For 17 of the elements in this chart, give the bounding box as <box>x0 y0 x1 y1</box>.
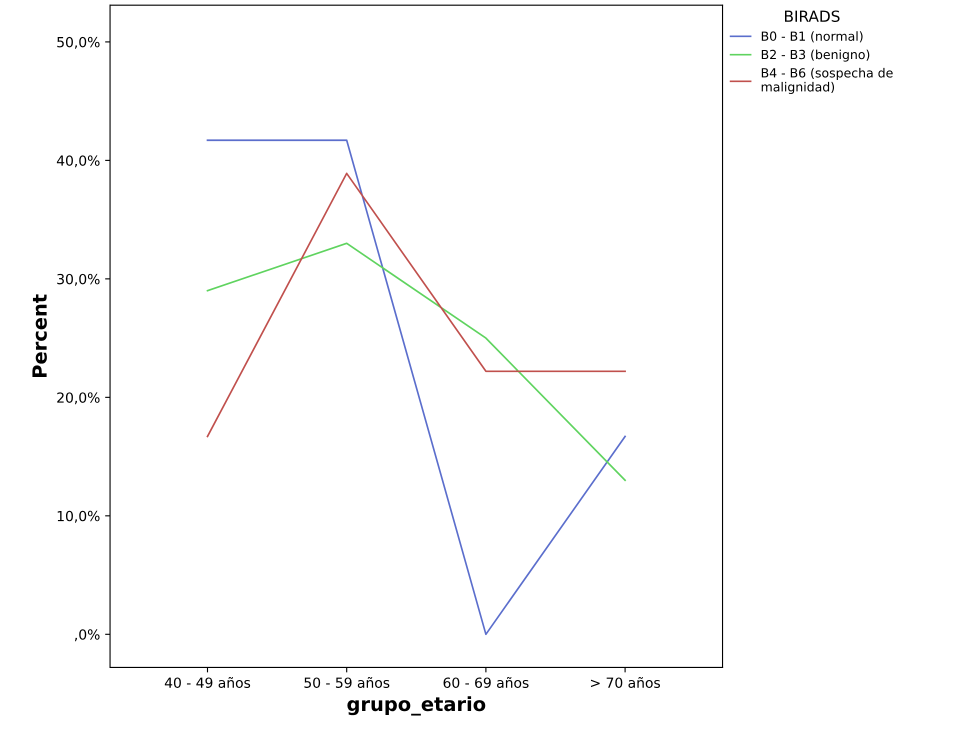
legend-label: B4 - B6 (sospecha de malignidad) <box>762 68 893 94</box>
y-tick-label: 40,0% <box>56 155 100 168</box>
x-tick-label: 40 - 49 años <box>164 676 250 688</box>
y-tick-label: 50,0% <box>57 36 100 49</box>
x-tick-label: > 70 años <box>590 676 660 688</box>
legend-title: BIRADS <box>785 10 840 22</box>
x-axis-title: grupo_etario <box>347 696 486 716</box>
y-tick-label: 10,0% <box>58 510 100 523</box>
legend-label: B2 - B3 (benigno) <box>762 50 870 62</box>
y-tick-label: ,0% <box>74 629 100 642</box>
y-axis-title: Percent <box>32 294 47 377</box>
legend-label: B0 - B1 (normal) <box>762 31 863 42</box>
y-tick-label: 20,0% <box>57 392 100 404</box>
line-series <box>206 242 626 482</box>
y-tick-label: 30,0% <box>57 274 100 286</box>
x-tick-label: 60 - 69 años <box>444 676 529 688</box>
x-tick-label: 50 - 59 años <box>304 676 390 688</box>
